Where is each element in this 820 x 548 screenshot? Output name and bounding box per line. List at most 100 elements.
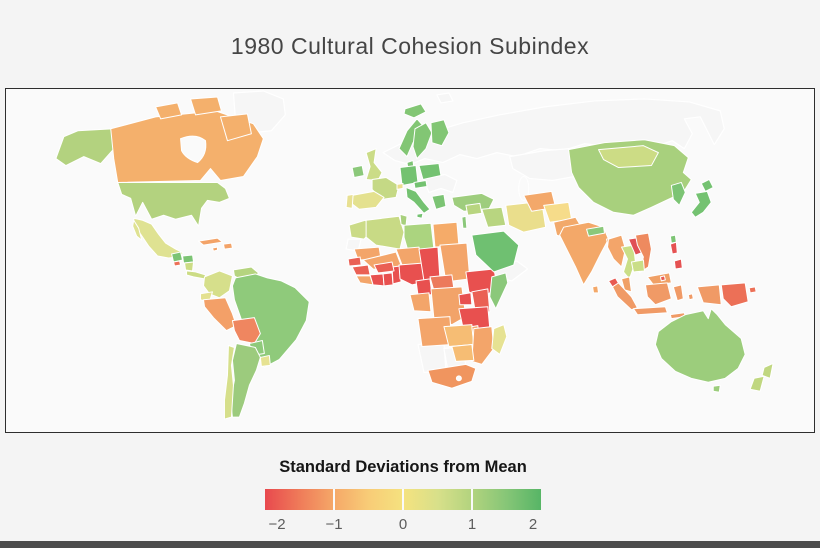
country-austria[interactable]: [413, 179, 428, 189]
country-indonesia-kalimantan[interactable]: [644, 282, 672, 306]
tick-label-1: 1: [467, 516, 477, 533]
country-cameroon[interactable]: [415, 278, 433, 296]
country-guinea[interactable]: [351, 264, 371, 276]
country-dr-congo[interactable]: [430, 286, 467, 326]
country-burkina-faso[interactable]: [373, 261, 395, 274]
country-united-states[interactable]: [117, 181, 230, 227]
country-uganda[interactable]: [458, 292, 473, 306]
country-iceland[interactable]: [403, 103, 427, 119]
country-madagascar[interactable]: [491, 324, 508, 355]
country-gabon-congo[interactable]: [409, 292, 432, 313]
country-ghana[interactable]: [382, 272, 394, 287]
country-indonesia-sulawesi[interactable]: [672, 284, 684, 302]
country-korea[interactable]: [670, 181, 686, 206]
country-peru[interactable]: [203, 297, 237, 332]
country-japan-honshu[interactable]: [690, 190, 712, 218]
region-outline-east-europe: [422, 173, 458, 193]
country-greece[interactable]: [431, 193, 447, 210]
country-finland[interactable]: [430, 119, 450, 147]
country-bolivia[interactable]: [231, 317, 261, 345]
country-senegal[interactable]: [347, 256, 362, 267]
country-canada-arctic-1[interactable]: [155, 102, 183, 120]
colorbar-divider-3: [471, 489, 473, 510]
country-malaysia-borneo[interactable]: [646, 272, 672, 286]
country-argentina[interactable]: [229, 343, 261, 418]
country-italy-sicily[interactable]: [416, 212, 424, 219]
country-philippines-luzon[interactable]: [669, 241, 678, 255]
country-india[interactable]: [559, 221, 610, 286]
country-portugal[interactable]: [345, 193, 354, 209]
country-israel[interactable]: [461, 215, 468, 229]
world-map-panel: [5, 88, 815, 433]
country-iraq[interactable]: [481, 206, 507, 228]
country-united-kingdom[interactable]: [365, 148, 383, 181]
country-costa-rica-panama[interactable]: [186, 270, 207, 280]
country-uruguay[interactable]: [259, 354, 271, 367]
country-syria[interactable]: [465, 202, 483, 216]
colorbar-gradient: [265, 489, 541, 510]
country-brazil[interactable]: [231, 273, 310, 368]
country-canada-arctic-2[interactable]: [190, 96, 222, 116]
country-hispaniola[interactable]: [222, 242, 233, 250]
choropleth-map: [55, 90, 774, 420]
country-mongolia[interactable]: [598, 145, 659, 169]
country-zimbabwe[interactable]: [451, 344, 475, 362]
country-ireland[interactable]: [351, 165, 365, 178]
country-jamaica[interactable]: [211, 246, 218, 252]
country-tasmania[interactable]: [712, 384, 721, 393]
country-south-africa[interactable]: [427, 363, 477, 389]
country-guatemala[interactable]: [171, 251, 184, 263]
window-bottom-bar: [0, 541, 820, 548]
country-indonesia-java[interactable]: [632, 306, 668, 316]
country-malaysia-peninsula[interactable]: [620, 276, 632, 293]
country-nepal[interactable]: [586, 225, 606, 237]
colorbar-ticks: −2 −1 0 1 2: [265, 516, 541, 534]
country-new-zealand-south[interactable]: [749, 375, 765, 392]
country-somalia[interactable]: [489, 272, 509, 310]
countries: [55, 96, 774, 420]
country-new-zealand-north[interactable]: [761, 362, 774, 379]
country-nicaragua[interactable]: [184, 261, 195, 272]
country-cuba[interactable]: [198, 237, 223, 246]
country-chile[interactable]: [223, 345, 235, 420]
country-alaska[interactable]: [55, 128, 117, 167]
country-japan-hokkaido[interactable]: [700, 178, 714, 192]
country-indonesia-sumatra[interactable]: [612, 282, 638, 311]
country-poland[interactable]: [418, 163, 442, 180]
tick-label-0: 0: [398, 516, 408, 533]
country-zambia[interactable]: [443, 324, 475, 347]
country-sri-lanka[interactable]: [592, 285, 600, 294]
country-colombia[interactable]: [203, 270, 233, 299]
country-myanmar[interactable]: [607, 234, 626, 268]
country-algeria[interactable]: [365, 215, 405, 250]
country-tunisia[interactable]: [399, 213, 408, 227]
hudson-bay: [180, 135, 207, 164]
country-canada-baffin[interactable]: [219, 113, 252, 142]
country-mexico-baja[interactable]: [132, 219, 143, 241]
country-brunei[interactable]: [659, 275, 666, 282]
colorbar-title: Standard Deviations from Mean: [279, 458, 527, 476]
tick-label-2: 2: [528, 516, 538, 533]
country-saudi-arabia[interactable]: [471, 230, 520, 273]
colorbar-legend: Standard Deviations from Mean −2 −1 0 1 …: [265, 458, 541, 533]
country-new-britain[interactable]: [748, 286, 757, 294]
country-italy[interactable]: [405, 186, 431, 214]
country-spain[interactable]: [349, 190, 385, 210]
caspian-sea: [518, 175, 530, 201]
country-mozambique[interactable]: [471, 326, 495, 365]
region-outline-russia: [382, 98, 725, 166]
country-indonesia-papua[interactable]: [696, 284, 722, 306]
region-outline-svalbard: [436, 92, 454, 104]
chart-title: 1980 Cultural Cohesion Subindex: [230, 33, 590, 59]
country-philippines-mindanao[interactable]: [673, 258, 683, 270]
country-el-salvador[interactable]: [173, 260, 182, 267]
country-indonesia-maluku[interactable]: [687, 293, 694, 301]
country-sweden[interactable]: [412, 122, 433, 160]
country-australia[interactable]: [654, 308, 746, 383]
colorbar-divider-2: [402, 489, 404, 510]
country-papua-new-guinea[interactable]: [720, 282, 749, 308]
country-cambodia[interactable]: [630, 259, 645, 273]
tick-label-neg2: −2: [268, 516, 286, 533]
country-switzerland[interactable]: [396, 182, 404, 190]
country-egypt[interactable]: [432, 221, 460, 248]
